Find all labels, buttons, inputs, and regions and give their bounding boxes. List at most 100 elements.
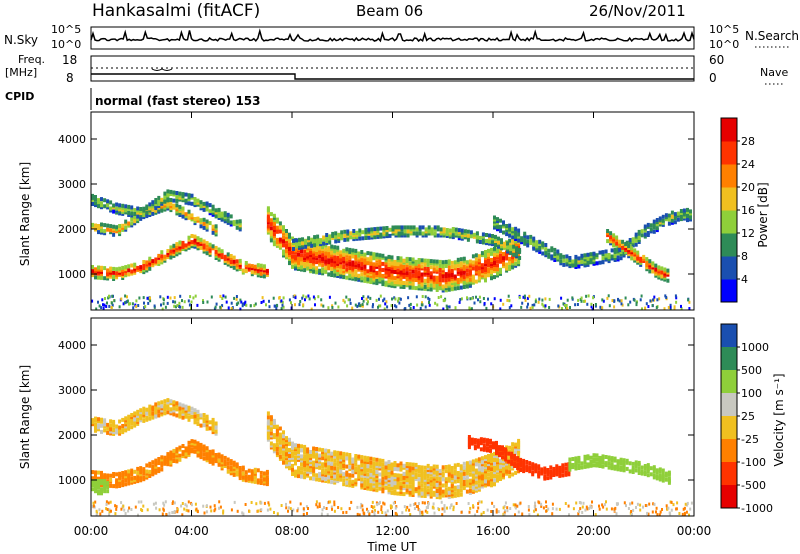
power-ground-cell <box>272 296 275 300</box>
velocity-ground-cell <box>586 507 589 511</box>
velocity-cell <box>303 455 307 459</box>
power-cell <box>142 212 146 217</box>
power-cell <box>199 218 203 223</box>
power-ground-cell <box>408 303 411 307</box>
power-cell <box>94 267 97 272</box>
power-ground-cell <box>656 298 659 302</box>
velocity-cell <box>484 475 487 480</box>
velocity-cell <box>321 462 325 467</box>
power-cell <box>324 247 328 252</box>
velocity-cell <box>610 462 614 467</box>
velocity-ground-cell <box>348 507 351 511</box>
velocity-cell <box>247 468 251 473</box>
power-ground-cell <box>424 305 427 309</box>
velocity-cell <box>321 476 325 481</box>
power-cell <box>636 250 640 255</box>
power-cell <box>115 271 119 276</box>
power-ground-cell <box>310 307 313 311</box>
velocity-ground-cell <box>598 507 601 511</box>
velocity-ground-cell <box>443 509 446 513</box>
velocity-cell <box>312 468 316 473</box>
power-cell <box>621 245 625 250</box>
velocity-cell <box>390 462 394 467</box>
power-cell <box>166 202 170 207</box>
power-colorbar-label: Power [dB] <box>756 182 770 247</box>
velocity-cell <box>130 476 134 481</box>
velocity-cell <box>339 451 343 456</box>
velocity-ground-cell <box>372 506 374 510</box>
velocity-ground-cell <box>377 510 380 514</box>
power-cell <box>627 248 631 253</box>
power-cell <box>118 232 122 237</box>
velocity-cell <box>266 411 270 416</box>
velocity-cell <box>253 479 257 484</box>
power-cell <box>232 220 236 225</box>
power-ground-cell <box>383 307 386 311</box>
power-cell <box>154 259 158 264</box>
velocity-cell <box>202 446 206 451</box>
power-ground-cell <box>104 297 106 300</box>
velocity-ground-cell <box>120 507 123 511</box>
power-ground-cell <box>440 295 443 299</box>
velocity-ground-cell <box>263 501 266 505</box>
velocity-cell <box>655 470 659 475</box>
velocity-cell <box>411 476 415 481</box>
power-cell <box>250 270 254 275</box>
colorbar-tick-label: 12 <box>741 227 755 240</box>
power-cell <box>616 255 620 260</box>
velocity-cell <box>402 463 406 468</box>
velocity-cell <box>417 467 421 472</box>
power-cell <box>91 269 94 274</box>
velocity-cell <box>381 481 385 486</box>
velocity-cell <box>172 459 176 463</box>
velocity-ground-cell <box>667 506 670 510</box>
velocity-cell <box>256 468 260 473</box>
velocity-cell <box>211 461 215 466</box>
velocity-cell <box>441 471 445 476</box>
power-cell <box>315 270 319 275</box>
velocity-cell <box>499 472 502 477</box>
power-cell <box>654 267 658 272</box>
power-cell <box>396 274 400 279</box>
power-cell <box>354 255 358 259</box>
power-cell <box>610 254 614 259</box>
velocity-ground-cell <box>514 506 517 510</box>
power-cell <box>391 225 395 230</box>
power-cell <box>103 198 107 203</box>
power-cell <box>664 213 668 218</box>
power-cell <box>106 199 110 204</box>
velocity-cell <box>537 474 541 479</box>
power-cell <box>553 252 557 256</box>
power-cell <box>330 244 334 249</box>
power-cell <box>166 198 170 203</box>
velocity-cell <box>259 474 263 479</box>
velocity-cell <box>220 462 224 467</box>
power-ground-cell <box>542 304 545 308</box>
velocity-cell <box>115 428 119 433</box>
power-cell <box>297 252 300 257</box>
velocity-cell <box>223 455 227 460</box>
velocity-cell <box>121 475 125 480</box>
power-cell <box>517 262 521 267</box>
power-cell <box>333 273 337 278</box>
velocity-ground-cell <box>361 508 364 512</box>
power-cell <box>309 259 313 264</box>
power-cell <box>462 256 466 261</box>
velocity-cell <box>282 452 285 457</box>
velocity-cell <box>366 472 370 477</box>
power-cell <box>297 256 300 261</box>
power-cell <box>420 258 424 263</box>
velocity-cell <box>480 478 484 483</box>
velocity-cell <box>247 474 251 479</box>
velocity-ground-cell <box>92 504 95 508</box>
power-cell <box>462 279 466 283</box>
power-cell <box>484 274 487 279</box>
velocity-cell <box>211 417 215 422</box>
velocity-cell <box>402 478 406 482</box>
power-ground-cell <box>206 300 209 304</box>
power-cell <box>505 232 509 237</box>
power-cell <box>94 223 97 228</box>
power-cell <box>304 244 308 249</box>
velocity-ground-cell <box>467 502 470 505</box>
power-ground-cell <box>594 303 597 306</box>
